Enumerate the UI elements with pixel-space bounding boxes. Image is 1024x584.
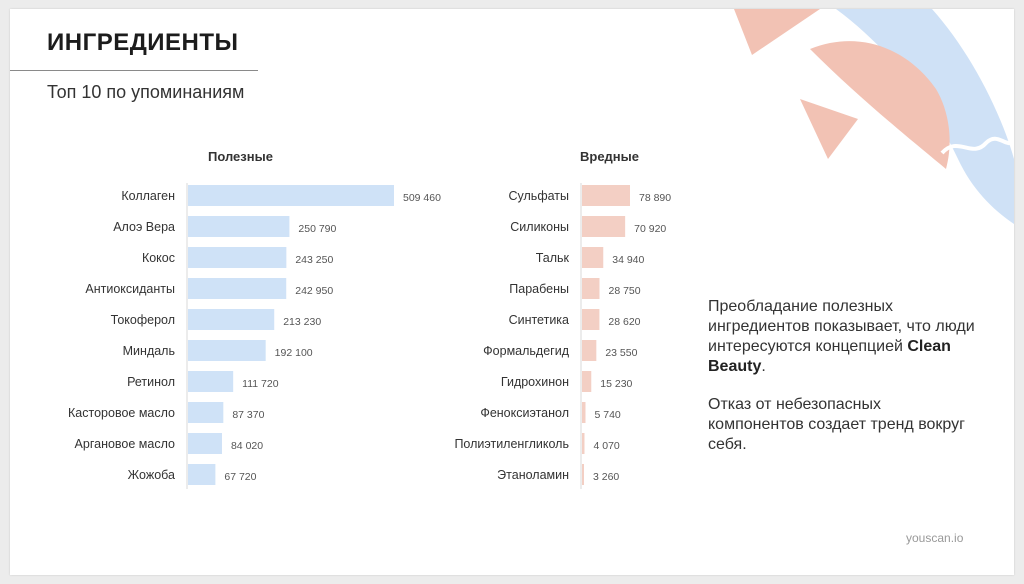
bad-bar [582, 371, 592, 392]
bad-value-label: 23 550 [605, 347, 637, 359]
bad-category-label: Этаноламин [497, 468, 569, 482]
decorative-shapes [734, 9, 1014, 224]
bad-category-label: Полиэтиленгликоль [454, 437, 569, 451]
good-value-label: 192 100 [275, 347, 313, 359]
good-value-label: 509 460 [403, 192, 441, 204]
title-underline [10, 70, 258, 71]
page-title: ИНГРЕДИЕНТЫ [47, 29, 239, 56]
chart-title-bad: Вредные [580, 149, 639, 164]
good-value-label: 87 370 [232, 409, 264, 421]
slide: ИНГРЕДИЕНТЫ Топ 10 по упоминаниям Полезн… [10, 9, 1014, 575]
bad-bar [582, 464, 584, 485]
bad-bar [582, 247, 604, 268]
deco-pink-leaf-large [810, 41, 950, 170]
good-value-label: 243 250 [295, 254, 333, 266]
good-category-label: Миндаль [123, 344, 175, 358]
good-bar [188, 216, 290, 237]
bad-category-label: Сульфаты [509, 189, 569, 203]
bad-value-label: 78 890 [639, 192, 671, 204]
bad-value-label: 3 260 [593, 471, 619, 483]
bad-value-label: 4 070 [593, 440, 619, 452]
good-bar [188, 185, 394, 206]
good-category-label: Антиоксиданты [85, 282, 175, 296]
footer-brand: youscan.io [906, 531, 964, 545]
bad-bar [582, 340, 597, 361]
bad-value-label: 34 940 [612, 254, 644, 266]
good-category-label: Ретинол [127, 375, 175, 389]
good-bar [188, 278, 287, 299]
good-bar [188, 309, 275, 330]
good-value-label: 250 790 [298, 223, 336, 235]
good-bar [188, 402, 224, 423]
good-value-label: 67 720 [224, 471, 256, 483]
good-bar [188, 247, 287, 268]
bad-bar [582, 309, 600, 330]
bad-category-label: Формальдегид [483, 344, 570, 358]
good-category-label: Коллаген [121, 189, 175, 203]
good-value-label: 213 230 [283, 316, 321, 328]
bad-category-label: Тальк [536, 251, 570, 265]
good-value-label: 242 950 [295, 285, 333, 297]
good-category-label: Жожоба [128, 468, 175, 482]
deco-pink-leaf-small [800, 99, 858, 159]
bad-value-label: 28 750 [608, 285, 640, 297]
bad-category-label: Синтетика [509, 313, 569, 327]
deco-white-wave [940, 136, 1014, 155]
bad-bar [582, 402, 586, 423]
good-bar [188, 433, 222, 454]
page-subtitle: Топ 10 по упоминаниям [47, 82, 245, 102]
good-bar [188, 340, 266, 361]
bad-value-label: 15 230 [600, 378, 632, 390]
good-category-label: Кокос [142, 251, 175, 265]
good-category-label: Токоферол [111, 313, 175, 327]
bad-bar [582, 278, 600, 299]
good-value-label: 84 020 [231, 440, 263, 452]
bad-category-label: Феноксиэтанол [480, 406, 569, 420]
deco-pink-triangle-top [734, 9, 820, 55]
bad-bar [582, 216, 626, 237]
deco-blue-band [836, 9, 1014, 224]
bad-bar [582, 185, 630, 206]
bar-charts: Коллаген 509 460 Алоэ Вера 250 790 Кокос 243 … [68, 183, 671, 489]
bad-category-label: Силиконы [510, 220, 569, 234]
bad-bar [582, 433, 585, 454]
bad-value-label: 28 620 [608, 316, 640, 328]
good-bar [188, 464, 216, 485]
good-category-label: Аргановое масло [75, 437, 175, 451]
bad-category-label: Гидрохинон [501, 375, 569, 389]
description: Преобладание полезных ингредиентов показ… [708, 297, 978, 473]
good-category-label: Алоэ Вера [113, 220, 175, 234]
description-paragraph-2: Отказ от небезопасных компонентов создае… [708, 396, 965, 453]
description-paragraph-1: Преобладание полезных ингредиентов показ… [708, 298, 975, 375]
bad-value-label: 5 740 [594, 409, 620, 421]
good-bar [188, 371, 234, 392]
clean-beauty-emphasis: Clean Beauty [708, 338, 951, 375]
good-value-label: 111 720 [242, 378, 279, 390]
bad-category-label: Парабены [509, 282, 569, 296]
bad-value-label: 70 920 [634, 223, 666, 235]
good-category-label: Касторовое масло [68, 406, 175, 420]
chart-title-good: Полезные [208, 149, 273, 164]
